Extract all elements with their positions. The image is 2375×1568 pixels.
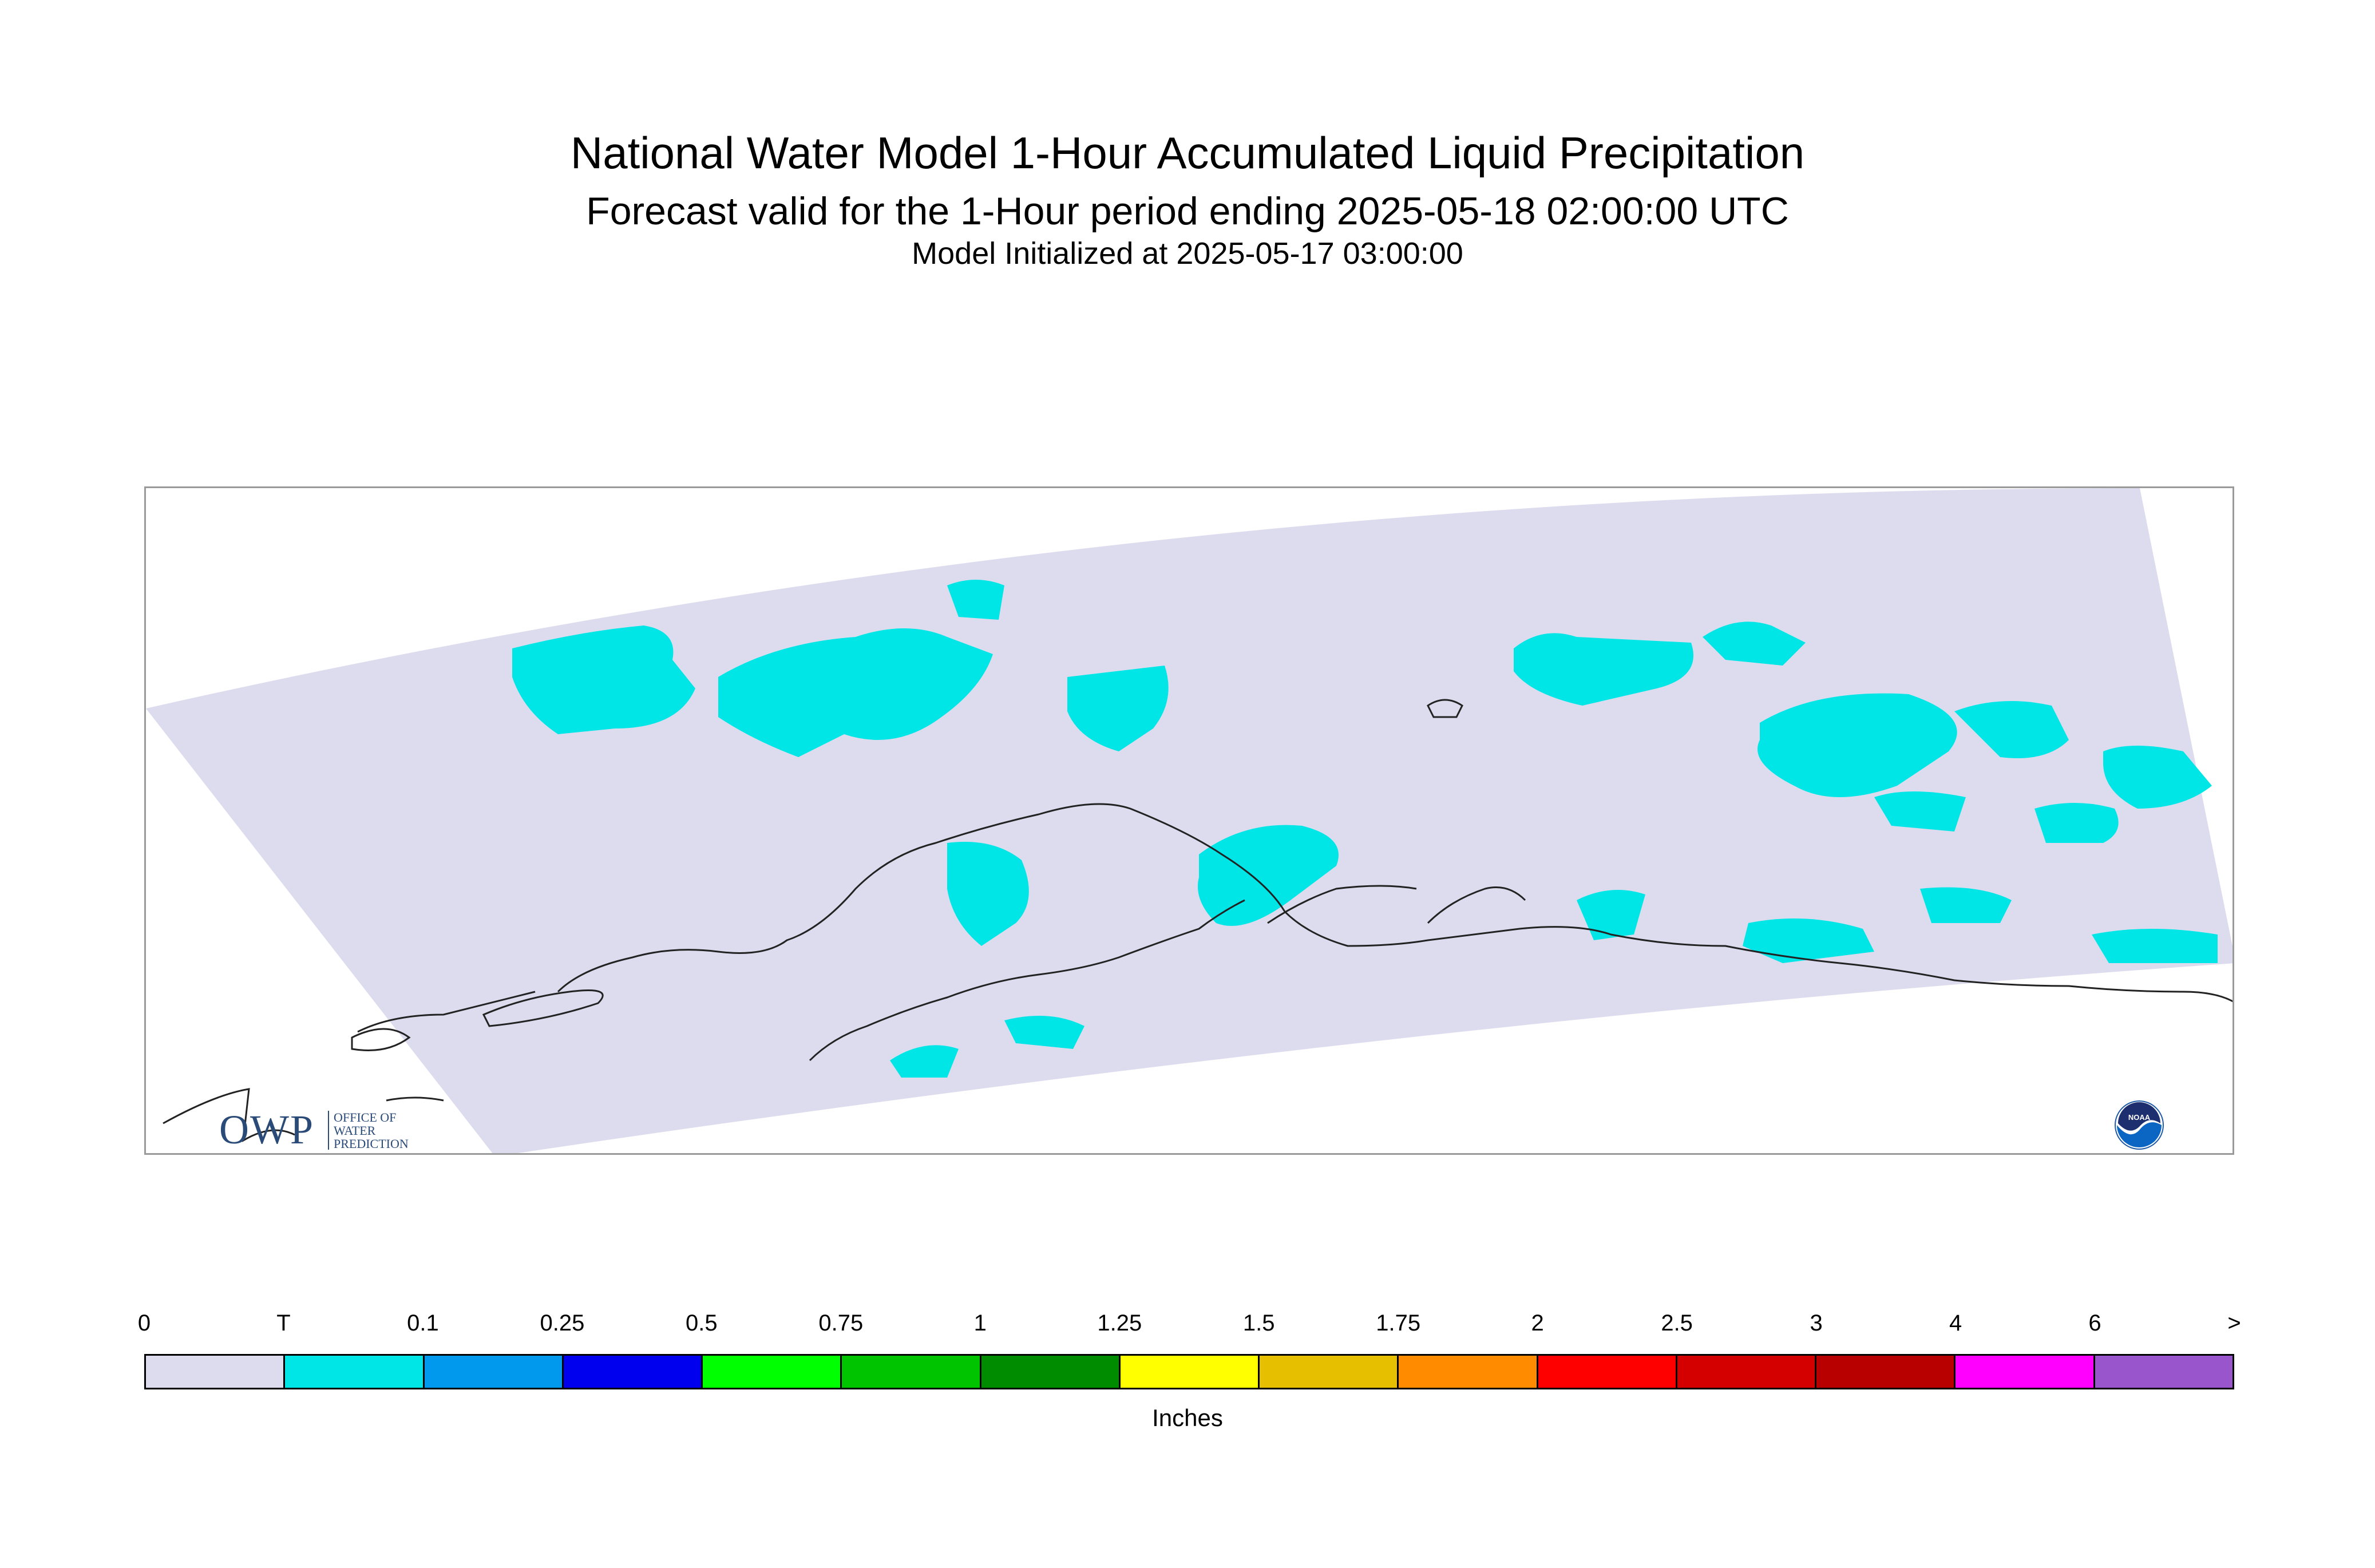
legend-swatch xyxy=(1538,1356,1677,1388)
precip-area xyxy=(1758,693,1957,797)
map-subtitle: Forecast valid for the 1-Hour period end… xyxy=(586,189,1789,233)
legend-swatch xyxy=(563,1356,703,1388)
legend-tick-label: 0.5 xyxy=(686,1310,718,1336)
legend-tick-label: 0.1 xyxy=(407,1310,439,1336)
legend-tick-label: 0 xyxy=(137,1310,151,1336)
precip-area xyxy=(1743,918,1874,963)
precip-area xyxy=(1067,666,1169,751)
owp-logo-divider xyxy=(328,1111,329,1150)
precip-map xyxy=(146,488,2232,1153)
legend-swatch xyxy=(424,1356,564,1388)
owp-logo-text: OFFICE OF WATER PREDICTION xyxy=(334,1111,409,1150)
legend-swatch xyxy=(1956,1356,2095,1388)
legend-colorbar xyxy=(144,1354,2234,1389)
owp-logo-line: OFFICE OF xyxy=(334,1110,397,1124)
legend-swatch xyxy=(2095,1356,2232,1388)
coastline-island xyxy=(386,1096,444,1102)
precip-area xyxy=(947,580,1004,620)
coastline-mainland xyxy=(163,803,2232,1142)
noaa-logo-icon: NOAA xyxy=(2115,1100,2164,1150)
precip-area xyxy=(947,842,1029,946)
map-panel: OWP OFFICE OF WATER PREDICTION NOAA xyxy=(144,486,2234,1155)
precip-area xyxy=(1954,701,2069,758)
owp-logo: OWP OFFICE OF WATER PREDICTION xyxy=(219,1106,460,1153)
precip-areas xyxy=(512,580,2218,1078)
coastlines xyxy=(163,699,2232,1142)
legend-swatch xyxy=(146,1356,286,1388)
legend-tick-label: 4 xyxy=(1949,1310,1962,1336)
precip-area xyxy=(1577,890,1645,940)
owp-logo-line: PREDICTION xyxy=(334,1137,409,1151)
svg-text:NOAA: NOAA xyxy=(2128,1113,2151,1122)
legend-tick-label: 0.25 xyxy=(540,1310,585,1336)
legend-tick-label: 1.5 xyxy=(1242,1310,1275,1336)
legend-tick-label: > xyxy=(2227,1310,2241,1336)
legend-tick-label: 1 xyxy=(973,1310,987,1336)
legend-swatch xyxy=(285,1356,425,1388)
map-title: National Water Model 1-Hour Accumulated … xyxy=(570,128,1805,178)
coastline-island xyxy=(351,1028,411,1051)
precip-area xyxy=(1514,633,1693,706)
legend-tick-label: 1.75 xyxy=(1376,1310,1421,1336)
precip-area xyxy=(2092,929,2218,963)
legend-tick-label: 2.5 xyxy=(1661,1310,1693,1336)
precip-area xyxy=(1004,1016,1084,1049)
legend-tick-labels: 0 T 0.1 0.25 0.5 0.75 1 1.25 1.5 1.75 2 2.5 3 4 6 > xyxy=(138,1310,2241,1345)
legend-tick-label: 1.25 xyxy=(1097,1310,1142,1336)
legend-swatch xyxy=(1260,1356,1399,1388)
precip-area xyxy=(2103,746,2212,809)
precip-area xyxy=(2034,803,2119,843)
precip-area xyxy=(1874,791,1966,831)
legend-swatch xyxy=(981,1356,1121,1388)
owp-logo-mark: OWP xyxy=(219,1107,314,1153)
precip-area xyxy=(1703,621,1806,666)
precip-area xyxy=(512,625,695,734)
precip-area xyxy=(1920,887,2012,923)
owp-logo-line: WATER xyxy=(334,1123,376,1138)
legend-tick-label: 0.75 xyxy=(818,1310,864,1336)
legend-tick-label: T xyxy=(276,1310,291,1336)
legend-tick-label: 2 xyxy=(1531,1310,1544,1336)
legend-swatch xyxy=(703,1356,842,1388)
coastline-island xyxy=(482,989,604,1027)
precip-area xyxy=(1198,825,1339,926)
legend-swatch xyxy=(1399,1356,1538,1388)
legend-swatch xyxy=(1120,1356,1260,1388)
coastline-alaska-peninsula xyxy=(809,899,1245,1062)
legend-units: Inches xyxy=(1152,1404,1223,1431)
legend-tick-label: 6 xyxy=(2088,1310,2101,1336)
coastline-island xyxy=(1427,699,1463,718)
model-init-line: Model Initialized at 2025-05-17 03:00:00 xyxy=(912,236,1463,271)
precip-area xyxy=(890,1045,959,1078)
legend-swatch xyxy=(842,1356,981,1388)
coastline-kenai xyxy=(1267,885,1526,924)
legend-tick-label: 3 xyxy=(1810,1310,1823,1336)
legend-swatch xyxy=(1816,1356,1956,1388)
precip-area xyxy=(718,628,993,757)
legend-swatch xyxy=(1677,1356,1817,1388)
